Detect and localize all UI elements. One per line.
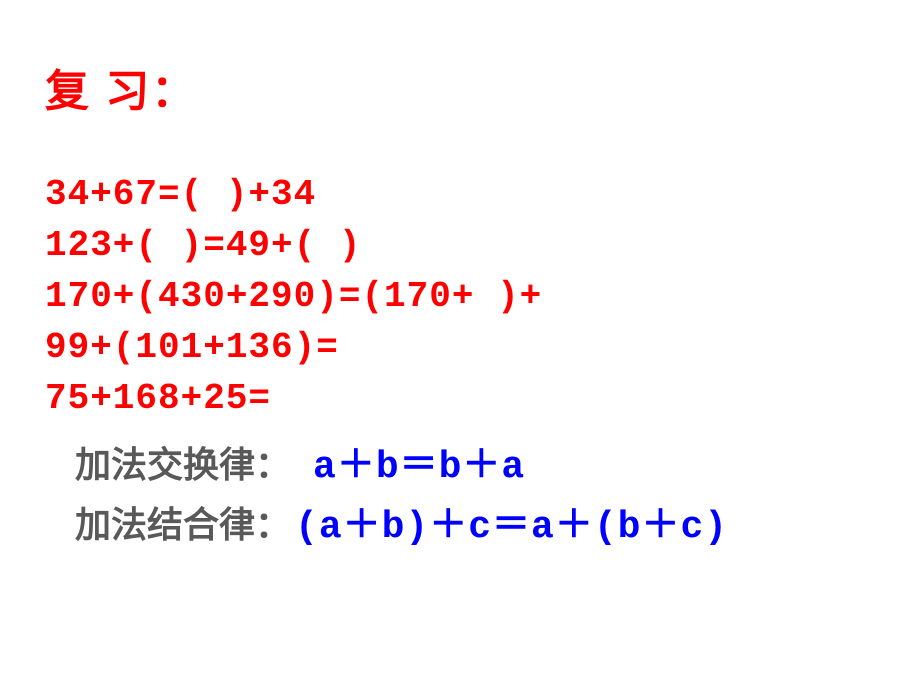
associative-law-label: 加法结合律： [75, 496, 291, 548]
associative-law-row: 加法结合律： (a＋b)＋c＝a＋(b＋c) [75, 493, 875, 549]
equation-line: 99+(101+136)= [45, 322, 875, 373]
commutative-law-label: 加法交换律： [75, 436, 291, 488]
associative-law-formula: (a＋b)＋c＝a＋(b＋c) [295, 493, 728, 549]
review-title: 复 习： [45, 55, 875, 119]
equation-list: 34+67=( )+34 123+( )=49+( ) 170+(430+290… [45, 169, 875, 425]
equation-line: 170+(430+290)=(170+ )+ [45, 271, 875, 322]
equation-line: 123+( )=49+( ) [45, 220, 875, 271]
commutative-law-formula: a＋b＝b＋a [313, 433, 525, 489]
equation-line: 75+168+25= [45, 373, 875, 424]
equation-line: 34+67=( )+34 [45, 169, 875, 220]
commutative-law-row: 加法交换律： a＋b＝b＋a [75, 433, 875, 489]
